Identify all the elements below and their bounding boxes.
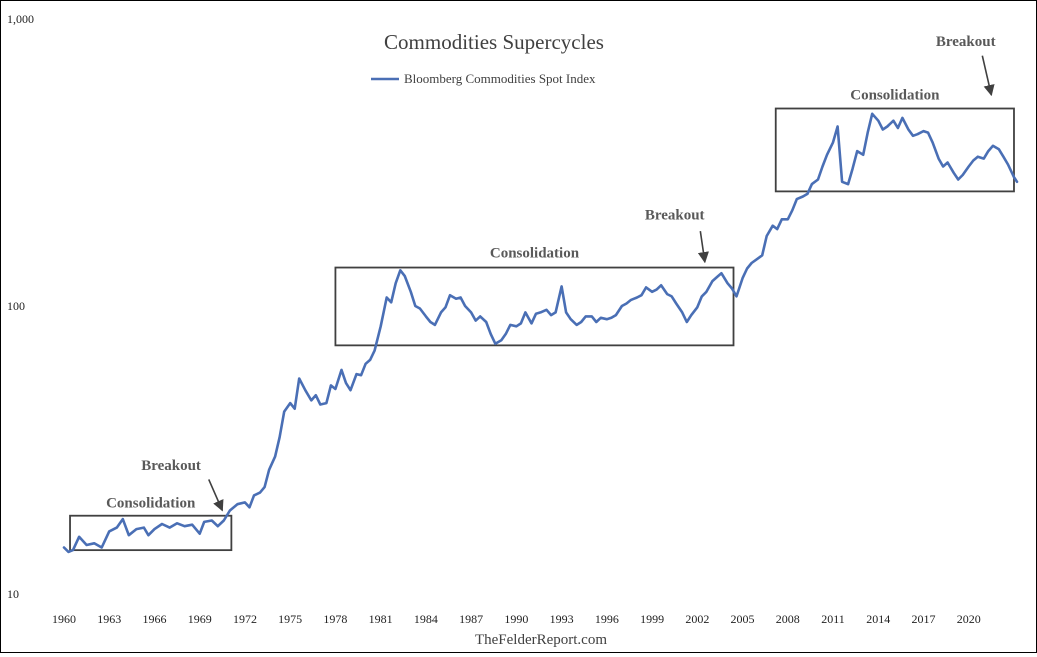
x-tick-label: 1972 [233, 612, 257, 626]
annotations: Consolidation Breakout Consolidation Breako… [106, 34, 995, 512]
legend-label: Bloomberg Commodities Spot Index [404, 71, 596, 86]
x-axis-ticks: 1960 1963 1966 1969 1972 1975 1978 1981 1984 1987… [52, 612, 981, 626]
x-tick-label: 1996 [595, 612, 619, 626]
y-tick-label: 1,000 [7, 12, 34, 26]
y-axis-ticks: 1,000 100 10 [7, 12, 34, 601]
x-tick-label: 2002 [685, 612, 709, 626]
x-tick-label: 1990 [504, 612, 528, 626]
x-tick-label: 2011 [821, 612, 845, 626]
consolidation-boxes [69, 107, 1015, 552]
x-tick-label: 1966 [142, 612, 166, 626]
x-tick-label: 2020 [957, 612, 981, 626]
x-tick-label: 1984 [414, 612, 438, 626]
consolidation-label: Consolidation [490, 246, 580, 262]
x-tick-label: 1999 [640, 612, 664, 626]
x-tick-label: 1963 [97, 612, 121, 626]
y-tick-label: 10 [7, 587, 19, 601]
consolidation-box [334, 266, 735, 347]
breakout-label: Breakout [936, 34, 996, 50]
legend: Bloomberg Commodities Spot Index [371, 71, 596, 86]
breakout-arrow [981, 55, 995, 97]
series-group [62, 112, 1019, 554]
series-line-0 [62, 112, 1019, 554]
consolidation-box [69, 514, 233, 552]
breakout-label: Breakout [645, 207, 705, 223]
x-tick-label: 1978 [323, 612, 347, 626]
consolidation-label: Consolidation [106, 496, 196, 512]
x-tick-label: 1975 [278, 612, 302, 626]
breakout-arrow [697, 230, 709, 264]
x-tick-label: 1981 [369, 612, 393, 626]
x-tick-label: 2017 [912, 612, 936, 626]
consolidation-box [774, 107, 1015, 193]
breakout-label: Breakout [141, 458, 201, 474]
x-tick-label: 1993 [550, 612, 574, 626]
x-tick-label: 2005 [731, 612, 755, 626]
chart-title: Commodities Supercycles [384, 30, 604, 54]
x-tick-label: 2008 [776, 612, 800, 626]
x-tick-label: 1987 [459, 612, 483, 626]
breakout-arrow [208, 479, 224, 512]
source-label: TheFelderReport.com [475, 632, 607, 648]
x-tick-label: 1960 [52, 612, 76, 626]
y-tick-label: 100 [7, 299, 25, 313]
x-tick-label: 2014 [866, 612, 890, 626]
consolidation-label: Consolidation [850, 88, 940, 104]
x-tick-label: 1969 [188, 612, 212, 626]
